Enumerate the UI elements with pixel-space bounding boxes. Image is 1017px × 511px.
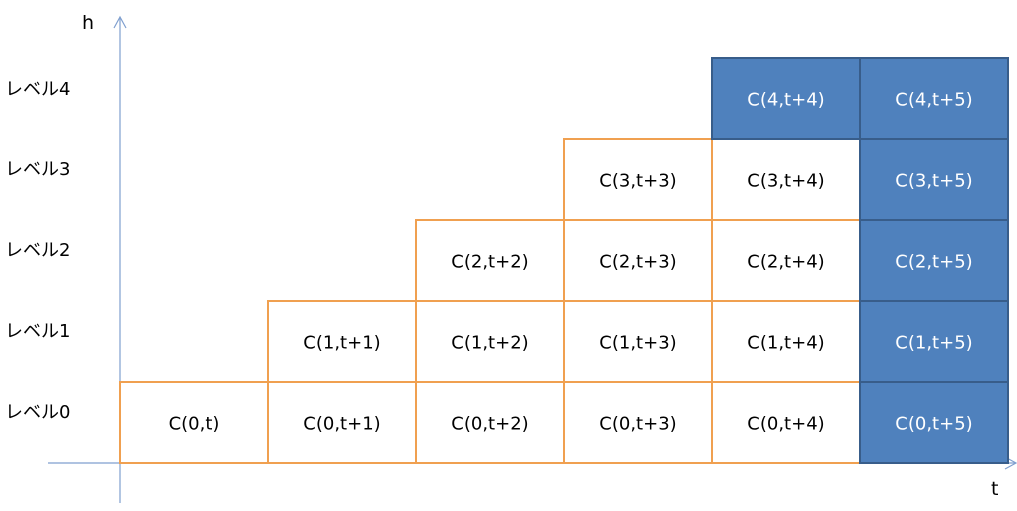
- cell-label: C(0,t): [169, 414, 220, 435]
- cell-box: [859, 300, 1009, 383]
- cell-box: [859, 138, 1009, 221]
- cell-box: [267, 381, 417, 464]
- cell-label: C(4,t+5): [895, 90, 972, 111]
- cell-L0-1: C(0,t+1): [267, 381, 417, 464]
- cell-L1-0: C(1,t+1): [267, 300, 417, 383]
- cell-label: C(1,t+5): [895, 333, 972, 354]
- cell-L4-0: C(4,t+4): [711, 57, 861, 140]
- cell-L3-2: C(3,t+5): [859, 138, 1009, 221]
- cell-box: [563, 300, 713, 383]
- level-label-1: レベル1: [5, 321, 70, 342]
- cell-L2-3: C(2,t+5): [859, 219, 1009, 302]
- cell-label: C(3,t+3): [599, 171, 676, 192]
- cell-label: C(0,t+2): [451, 414, 528, 435]
- cell-L0-4: C(0,t+4): [711, 381, 861, 464]
- level-label-0: レベル0: [5, 402, 70, 423]
- cell-box: [859, 219, 1009, 302]
- cell-label: C(2,t+4): [747, 252, 824, 273]
- cell-label: C(2,t+3): [599, 252, 676, 273]
- y-axis-arrow: [113, 15, 127, 29]
- cell-label: C(0,t+3): [599, 414, 676, 435]
- cell-L0-3: C(0,t+3): [563, 381, 713, 464]
- cell-L1-4: C(1,t+5): [859, 300, 1009, 383]
- level-label-4: レベル4: [5, 79, 70, 100]
- y-axis-label: h: [82, 12, 94, 34]
- cell-L0-5: C(0,t+5): [859, 381, 1009, 464]
- cell-L1-3: C(1,t+4): [711, 300, 861, 383]
- cell-box: [563, 219, 713, 302]
- cell-label: C(2,t+2): [451, 252, 528, 273]
- level-label-3: レベル3: [5, 159, 70, 180]
- cell-L4-1: C(4,t+5): [859, 57, 1009, 140]
- x-axis-label: t: [991, 478, 998, 500]
- cell-label: C(1,t+1): [303, 333, 380, 354]
- cell-L2-1: C(2,t+3): [563, 219, 713, 302]
- cell-label: C(2,t+5): [895, 252, 972, 273]
- cell-L0-0: C(0,t): [119, 381, 269, 464]
- cell-box: [119, 381, 269, 464]
- cell-L3-0: C(3,t+3): [563, 138, 713, 221]
- cell-label: C(0,t+4): [747, 414, 824, 435]
- cell-L1-2: C(1,t+3): [563, 300, 713, 383]
- cell-box: [563, 381, 713, 464]
- cell-label: C(1,t+3): [599, 333, 676, 354]
- cell-box: [859, 381, 1009, 464]
- cell-label: C(0,t+1): [303, 414, 380, 435]
- cell-L0-2: C(0,t+2): [415, 381, 565, 464]
- cell-label: C(1,t+2): [451, 333, 528, 354]
- level-label-2: レベル2: [5, 240, 70, 261]
- cell-label: C(3,t+4): [747, 171, 824, 192]
- cell-L2-0: C(2,t+2): [415, 219, 565, 302]
- cell-label: C(3,t+5): [895, 171, 972, 192]
- cell-box: [711, 381, 861, 464]
- cell-L3-1: C(3,t+4): [711, 138, 861, 221]
- cell-box: [711, 57, 861, 140]
- cell-L1-1: C(1,t+2): [415, 300, 565, 383]
- cell-box: [859, 57, 1009, 140]
- cell-label: C(4,t+4): [747, 90, 824, 111]
- cell-box: [415, 219, 565, 302]
- cell-label: C(0,t+5): [895, 414, 972, 435]
- cell-L2-2: C(2,t+4): [711, 219, 861, 302]
- cell-grid: C(0,t) C(0,t+1) C(0,t+2) C(0,t+3) C(0,t+4) C(…: [119, 57, 1009, 464]
- cell-label: C(1,t+4): [747, 333, 824, 354]
